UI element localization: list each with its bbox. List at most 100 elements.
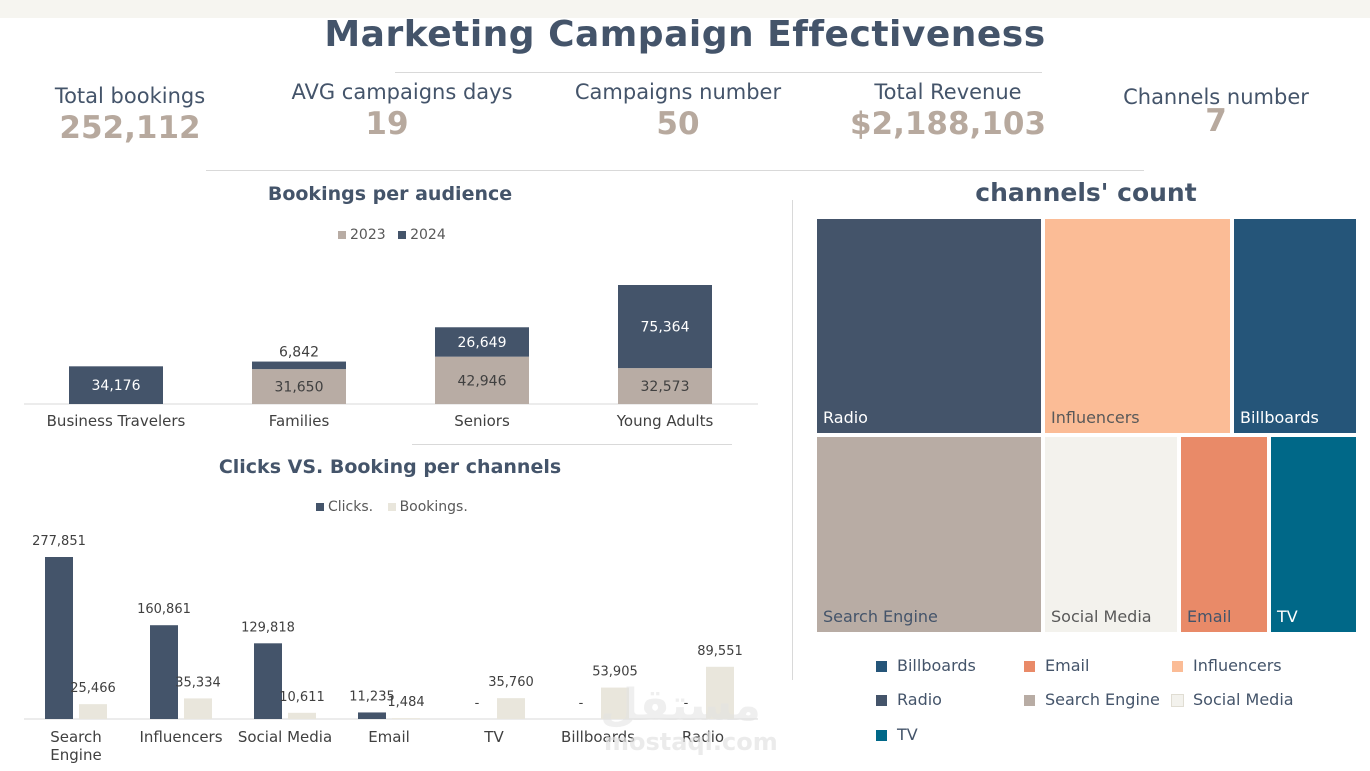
legend-channels: Clicks. Bookings. bbox=[316, 499, 468, 515]
data-label: 129,818 bbox=[241, 620, 295, 635]
bar-families-2024 bbox=[252, 361, 346, 370]
data-label: 11,235 bbox=[349, 689, 395, 704]
kpi-value: 7 bbox=[1205, 103, 1227, 139]
treemap-channels: Radio Influencers Billboards Search Engi… bbox=[815, 217, 1358, 634]
treemap-tile-social-media: Social Media bbox=[1043, 435, 1179, 634]
legend-label: Search Engine bbox=[1045, 690, 1160, 709]
x-tick-label: Seniors bbox=[454, 412, 510, 430]
kpi-value: 252,112 bbox=[59, 110, 201, 146]
legend-label-clicks: Clicks. bbox=[328, 499, 374, 515]
treemap-tile-email: Email bbox=[1179, 435, 1269, 634]
data-label: - bbox=[579, 696, 584, 711]
bar-young-adults-2023 bbox=[618, 368, 712, 404]
bar-radio-bookings- bbox=[706, 666, 734, 719]
bar-seniors-2023 bbox=[435, 356, 529, 404]
tile-label: Radio bbox=[823, 408, 868, 427]
legend-label: Social Media bbox=[1193, 690, 1294, 709]
data-label: 89,551 bbox=[697, 644, 743, 659]
bar-billboards-bookings- bbox=[601, 687, 629, 719]
legend-label: Billboards bbox=[897, 656, 976, 675]
data-label: 35,760 bbox=[488, 675, 534, 690]
tile-label: Search Engine bbox=[823, 607, 938, 626]
x-tick-label: Business Travelers bbox=[47, 412, 186, 430]
data-label: 32,573 bbox=[641, 379, 690, 395]
legend-item-search-engine: Search Engine bbox=[1024, 690, 1160, 709]
tile-label: TV bbox=[1277, 607, 1298, 626]
bar-young-adults-2024 bbox=[618, 285, 712, 369]
x-tick-label: Young Adults bbox=[616, 412, 714, 430]
kpi-total-bookings: Total bookings 252,112 bbox=[40, 84, 220, 146]
kpi-avg-campaign-days: AVG campaigns days 19 bbox=[282, 80, 522, 142]
title-divider bbox=[395, 72, 1042, 73]
data-label: 53,905 bbox=[592, 665, 638, 680]
treemap-tile-radio: Radio bbox=[815, 217, 1043, 435]
bar-business-travelers-2024 bbox=[69, 366, 163, 404]
kpi-campaigns-number: Campaigns number 50 bbox=[568, 80, 788, 142]
treemap-tile-billboards: Billboards bbox=[1232, 217, 1358, 435]
x-tick-label: Search bbox=[50, 728, 102, 746]
legend-swatch bbox=[1171, 694, 1184, 707]
treemap-tile-tv: TV bbox=[1269, 435, 1358, 634]
top-strip bbox=[0, 0, 1370, 18]
kpi-label: Channels number bbox=[1123, 85, 1309, 109]
watermark-url: mostaql.com bbox=[604, 728, 778, 756]
tile-label: Influencers bbox=[1051, 408, 1140, 427]
kpi-label: AVG campaigns days bbox=[291, 80, 513, 104]
x-tick-label: Social Media bbox=[238, 728, 332, 746]
data-label: 10,611 bbox=[279, 690, 325, 705]
treemap-tile-search-engine: Search Engine bbox=[815, 435, 1043, 634]
page-title: Marketing Campaign Effectiveness bbox=[324, 14, 1046, 55]
legend-item-billboards: Billboards bbox=[876, 656, 976, 675]
data-label: 160,861 bbox=[137, 602, 191, 617]
bar-email-clicks- bbox=[358, 712, 386, 719]
bar-search-engine-clicks- bbox=[45, 557, 73, 719]
legend-item-email: Email bbox=[1024, 656, 1089, 675]
legend-swatch bbox=[387, 503, 396, 511]
data-label: 25,466 bbox=[70, 681, 116, 696]
legend-swatch bbox=[398, 231, 407, 239]
data-label: 6,842 bbox=[279, 345, 319, 361]
tile-label: Billboards bbox=[1240, 408, 1319, 427]
tile-label: Email bbox=[1187, 607, 1232, 626]
data-label: 75,364 bbox=[641, 320, 690, 336]
bar-email-bookings- bbox=[392, 718, 420, 719]
data-label: 35,334 bbox=[175, 675, 221, 690]
bar-influencers-bookings- bbox=[184, 698, 212, 719]
bar-influencers-clicks- bbox=[150, 625, 178, 719]
kpi-value: $2,188,103 bbox=[849, 106, 1047, 142]
kpi-label: Campaigns number bbox=[574, 80, 782, 104]
chart-title-bookings-per-audience: Bookings per audience bbox=[267, 183, 513, 205]
bar-families-2023 bbox=[252, 369, 346, 404]
legend-label: Influencers bbox=[1193, 656, 1282, 675]
data-label: 34,176 bbox=[92, 378, 141, 394]
chart-bookings-per-audience: 34,176 Business Travelers 31,650 6,842 Famil… bbox=[24, 285, 758, 430]
chart-title-clicks-vs-bookings: Clicks VS. Booking per channels bbox=[218, 456, 562, 478]
legend-label: Email bbox=[1045, 656, 1090, 675]
x-tick-label: Influencers bbox=[139, 728, 222, 746]
legend-label-2023: 2023 bbox=[350, 227, 386, 243]
legend-item-influencers: Influencers bbox=[1172, 656, 1282, 675]
legend-item-radio: Radio bbox=[876, 690, 942, 709]
legend-audience: 2023 2024 bbox=[338, 227, 446, 243]
section-divider bbox=[792, 200, 793, 680]
kpi-value: 50 bbox=[656, 106, 700, 142]
x-tick-label: Radio bbox=[682, 728, 724, 746]
data-label: - bbox=[684, 696, 689, 711]
kpi-label: Total bookings bbox=[54, 84, 206, 108]
data-label: 42,946 bbox=[458, 373, 507, 389]
x-tick-label: TV bbox=[483, 728, 504, 746]
bar-social-media-clicks- bbox=[254, 643, 282, 719]
data-label: 277,851 bbox=[32, 534, 86, 549]
kpi-value: 19 bbox=[365, 106, 409, 142]
legend-label: Radio bbox=[897, 690, 942, 709]
legend-swatch bbox=[1024, 661, 1035, 672]
treemap-tile-influencers: Influencers bbox=[1043, 217, 1232, 435]
legend-label-2024: 2024 bbox=[410, 227, 446, 243]
watermark-logo: مستقل bbox=[600, 680, 761, 731]
legend-swatch bbox=[316, 503, 324, 511]
data-label: 1,484 bbox=[387, 695, 424, 710]
legend-label-bookings: Bookings. bbox=[399, 499, 468, 515]
x-tick-label: Families bbox=[269, 412, 330, 430]
legend-swatch bbox=[1172, 661, 1183, 672]
